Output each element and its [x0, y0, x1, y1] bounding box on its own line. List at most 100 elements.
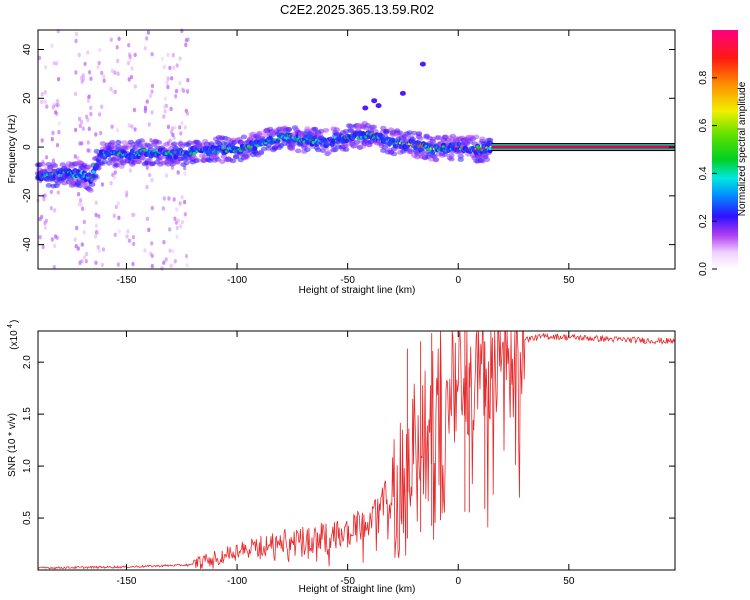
spectrogram-noise-dot: [163, 96, 167, 101]
spectrogram-noise-dot: [147, 227, 151, 233]
spectrogram-noise-dot: [113, 232, 117, 237]
colorbar: 0.0 0.2 0.4 0.6 0.8 Normalized spectral ampl…: [698, 30, 748, 276]
spectrogram-noise-dot: [131, 261, 135, 267]
spectrogram-noise-dot: [82, 230, 86, 235]
snr-x-tick-label: -100: [227, 576, 247, 587]
spectrogram-noise-dot: [99, 130, 103, 136]
spectrogram-noise-dot: [133, 127, 137, 132]
colorbar-label: Normalized spectral amplitude: [737, 81, 748, 216]
spectrogram-x-ticks: -150 -100 -50 0 50: [116, 30, 575, 286]
spectrogram-noise-dot: [74, 127, 78, 133]
spectrogram-noise-dot: [145, 216, 149, 221]
spectrogram-noise-dot: [110, 124, 114, 129]
spectrogram-noise-dot: [116, 201, 120, 206]
spectrogram-halo-cell: [383, 129, 390, 135]
spectrogram-peak-cell: [91, 170, 96, 174]
spectrogram-noise-dot: [116, 58, 120, 64]
spectrogram-x-tick-label: -50: [340, 275, 355, 286]
spectrogram-halo-cell: [174, 160, 181, 165]
spectrogram-noise-dot: [94, 234, 98, 239]
spectrogram-noise-dot: [52, 264, 56, 270]
spectrogram-noise-dot: [173, 259, 177, 264]
spectrogram-halo-cell: [256, 130, 263, 136]
spectrogram-halo-cell: [457, 157, 464, 162]
spectrogram-halo-cell: [135, 159, 142, 165]
spectrogram-noise-dot: [40, 138, 44, 143]
spectrogram-noise-dot: [82, 219, 86, 225]
spectrogram-ridge-cell: [129, 148, 135, 154]
spectrogram-halo-cell: [183, 160, 190, 166]
spectrogram-noise-dot: [162, 114, 166, 119]
spectrogram-halo-cell: [432, 157, 440, 163]
spectrogram-noise-dot: [132, 107, 137, 113]
spectrogram-noise-dot: [53, 208, 57, 213]
spectrogram-noise-dot: [125, 234, 129, 239]
spectrogram-noise-dot: [98, 112, 102, 117]
spectrogram-noise-dot: [175, 234, 179, 239]
spectrogram-halo-cell: [51, 163, 59, 169]
spectrogram-y-tick-label: 0: [22, 144, 33, 150]
spectrogram-noise-dot: [130, 124, 134, 129]
spectrogram-noise-dot: [41, 99, 46, 105]
spectrogram-noise-dot: [116, 262, 120, 267]
spectrogram-noise-dot: [52, 103, 56, 108]
spectrogram-noise-dot: [89, 76, 93, 81]
spectrogram-y-tick-label: 20: [22, 92, 33, 104]
spectrogram-noise-dot: [126, 229, 130, 234]
snr-y-tick-label: 1.0: [22, 459, 33, 473]
spectrogram-halo-cell: [240, 134, 248, 140]
colorbar-tick-label: 0.8: [698, 70, 709, 84]
snr-x-tick-label: 50: [563, 576, 575, 587]
spectrogram-noise-dot: [102, 74, 106, 79]
spectrogram-noise-dot: [80, 242, 84, 247]
snr-scale-label: (x10 4 ): [7, 320, 20, 350]
spectrogram-noise-dot: [73, 154, 77, 159]
spectrogram-noise-dot: [174, 94, 178, 99]
constant-band-core: [491, 145, 675, 149]
spectrogram-noise-dot: [97, 214, 101, 219]
spectrogram-noise-dot: [81, 73, 85, 78]
spectrogram-noise-dot: [86, 98, 90, 104]
spectrogram-noise-dot: [183, 212, 187, 217]
spectrogram-noise-dot: [163, 104, 167, 109]
spectrogram-noise-dot: [113, 170, 117, 175]
spectrogram-noise-dot: [45, 155, 49, 160]
spectrogram-noise-dot: [169, 263, 173, 269]
colorbar-tick-label: 0.2: [698, 214, 709, 228]
spectrogram-noise-dot: [179, 131, 183, 136]
spectrogram-marks: [34, 28, 675, 271]
spectrogram-noise-dot: [180, 121, 184, 126]
spectrogram-noise-dot: [89, 111, 93, 117]
spectrogram-noise-dot: [96, 245, 100, 250]
spectrogram-noise-dot: [78, 260, 82, 266]
spectrogram-noise-dot: [101, 247, 106, 252]
spectrogram-halo-cell: [59, 162, 66, 168]
spectrogram-noise-dot: [172, 197, 176, 202]
spectrogram-halo-cell: [89, 182, 96, 187]
spectrogram-noise-dot: [110, 68, 114, 74]
spectrogram-noise-dot: [57, 77, 61, 82]
spectrogram-halo-cell: [486, 137, 494, 143]
colorbar-tick-label: 0.6: [698, 118, 709, 132]
snr-scale-base: (x10: [9, 330, 20, 350]
spectrogram-noise-dot: [42, 197, 46, 202]
spectrogram-noise-dot: [112, 213, 116, 218]
spectrogram-noise-dot: [175, 207, 179, 212]
spectrogram-noise-dot: [51, 130, 55, 136]
spectrogram-halo-cell: [333, 127, 340, 133]
spectrogram-noise-dot: [86, 148, 90, 153]
spectrogram-noise-dot: [170, 76, 174, 81]
spectrogram-noise-dot: [183, 125, 187, 130]
spectrogram-noise-dot: [161, 206, 165, 211]
spectrogram-noise-dot: [102, 78, 106, 83]
spectrogram-halo-cell: [219, 159, 226, 165]
spectrogram-isolated-cell: [419, 61, 426, 67]
spectrogram-noise-dot: [148, 93, 152, 99]
spectrogram-noise-dot: [162, 240, 166, 245]
spectrogram-noise-dot: [127, 123, 131, 128]
spectrogram-noise-dot: [109, 181, 113, 186]
spectrogram-noise-dot: [55, 143, 60, 148]
snr-scale-exponent: 4: [7, 324, 14, 328]
spectrogram-y-tick-label: -20: [22, 188, 33, 203]
spectrogram-halo-cell: [214, 157, 221, 162]
